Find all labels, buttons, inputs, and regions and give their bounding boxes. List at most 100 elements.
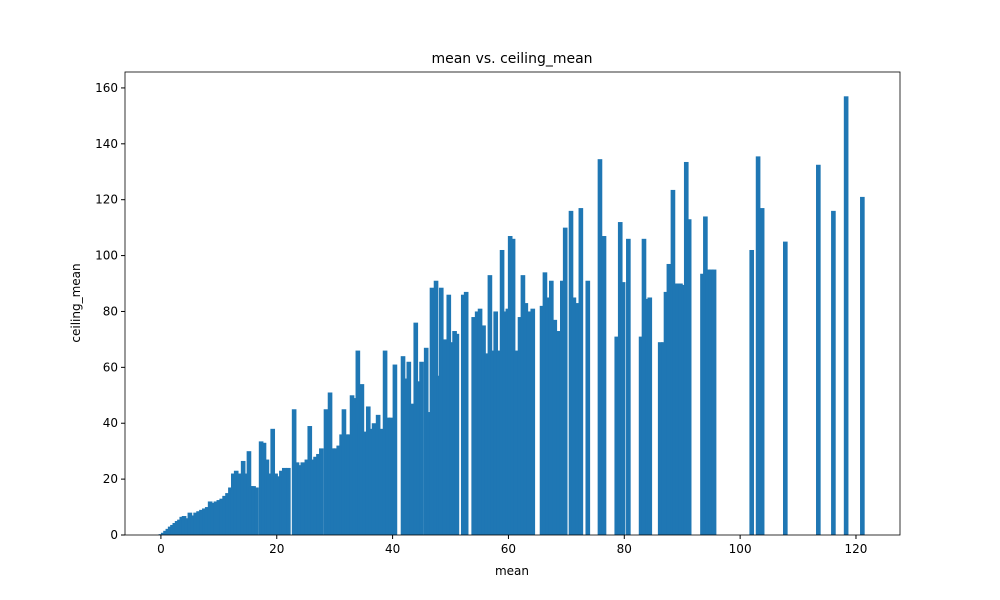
- bar: [204, 507, 210, 535]
- bar: [703, 216, 708, 536]
- bar: [517, 317, 523, 535]
- bar: [300, 462, 306, 535]
- bar: [225, 493, 230, 535]
- bar: [184, 518, 189, 535]
- bar: [481, 325, 486, 535]
- bar: [641, 238, 647, 535]
- bar: [388, 417, 394, 535]
- bar: [279, 470, 284, 535]
- bar: [562, 227, 568, 535]
- bar: [442, 339, 448, 535]
- bar: [843, 96, 849, 535]
- bar: [520, 275, 526, 535]
- bar: [286, 467, 291, 535]
- bar: [307, 426, 313, 535]
- bar: [601, 236, 607, 536]
- bar: [222, 495, 227, 535]
- bar: [678, 283, 683, 535]
- bar: [368, 428, 374, 535]
- y-tick-label: 120: [95, 193, 118, 207]
- bar: [371, 423, 377, 535]
- bar: [471, 317, 477, 535]
- bar: [365, 406, 371, 535]
- bar: [352, 398, 358, 535]
- bar: [663, 291, 669, 535]
- bar: [409, 403, 415, 535]
- bar: [542, 272, 548, 535]
- bar: [831, 210, 836, 535]
- bar: [502, 311, 508, 535]
- bar: [683, 161, 689, 535]
- bar: [193, 512, 198, 535]
- bar: [330, 448, 336, 535]
- bar: [313, 456, 318, 535]
- bar: [545, 297, 551, 535]
- y-tick-label: 80: [103, 304, 118, 318]
- plot-frame: [124, 71, 901, 536]
- bar: [236, 473, 242, 535]
- bar: [484, 353, 490, 535]
- bar: [403, 378, 409, 535]
- bar: [454, 333, 460, 535]
- bar: [614, 336, 620, 535]
- bar: [319, 448, 324, 535]
- bar: [349, 395, 355, 535]
- bar: [316, 453, 321, 535]
- bar: [333, 448, 339, 535]
- bar: [578, 208, 584, 535]
- bar: [291, 409, 297, 535]
- chart-title: mean vs. ceiling_mean: [431, 51, 592, 67]
- bar: [233, 470, 239, 535]
- bar: [487, 275, 493, 535]
- bar: [413, 322, 419, 535]
- bar: [556, 331, 562, 535]
- bar: [327, 392, 333, 535]
- bar: [258, 441, 264, 535]
- y-tick-label: 20: [103, 472, 118, 486]
- bar: [499, 249, 505, 535]
- y-axis-label: ceiling_mean: [69, 263, 83, 342]
- bar: [438, 287, 444, 535]
- bar: [647, 297, 653, 535]
- bar: [460, 294, 466, 535]
- bar: [323, 409, 329, 535]
- y-tick-label: 60: [103, 360, 118, 374]
- bar: [446, 294, 452, 535]
- bar: [510, 238, 516, 535]
- bar: [294, 462, 300, 535]
- bar: [568, 210, 574, 535]
- bar: [362, 431, 368, 535]
- bar: [416, 381, 421, 535]
- y-tick-label: 40: [103, 416, 118, 430]
- bar: [526, 311, 532, 535]
- bar: [681, 284, 686, 535]
- x-tick-label: 80: [617, 542, 632, 556]
- bar: [711, 269, 717, 535]
- bar: [530, 308, 536, 535]
- bar: [463, 291, 469, 535]
- bar: [552, 319, 558, 535]
- bar: [426, 412, 432, 535]
- x-tick-label: 0: [157, 542, 165, 556]
- bar: [708, 269, 714, 535]
- bar: [523, 303, 529, 535]
- bar: [507, 236, 513, 536]
- bar: [666, 263, 672, 535]
- bar: [346, 434, 352, 535]
- bar: [213, 501, 219, 535]
- bar: [243, 473, 248, 535]
- y-tick-label: 140: [95, 137, 118, 151]
- bar: [423, 347, 429, 535]
- bar: [310, 459, 315, 535]
- bar: [219, 498, 225, 535]
- bar: [617, 222, 623, 535]
- bar: [392, 364, 398, 535]
- bar: [261, 442, 267, 535]
- bar: [336, 445, 342, 535]
- bar: [359, 384, 365, 535]
- bar: [575, 303, 581, 535]
- bar: [230, 473, 236, 535]
- bar: [700, 273, 705, 535]
- bar: [585, 280, 591, 535]
- bar: [755, 156, 761, 535]
